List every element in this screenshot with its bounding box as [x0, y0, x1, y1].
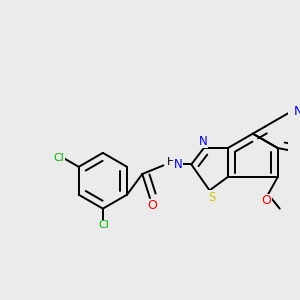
Text: Cl: Cl [53, 153, 64, 163]
Text: N: N [173, 158, 182, 171]
Text: N: N [199, 135, 207, 148]
Text: N: N [293, 105, 300, 118]
Text: O: O [147, 199, 157, 212]
Text: Cl: Cl [98, 220, 109, 230]
Text: S: S [208, 190, 215, 204]
Text: H: H [167, 158, 175, 167]
Text: O: O [261, 194, 271, 208]
